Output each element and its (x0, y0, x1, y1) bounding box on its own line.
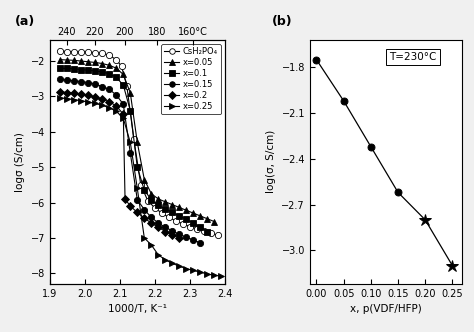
Text: (b): (b) (272, 15, 292, 29)
Text: T=230°C: T=230°C (389, 52, 437, 62)
Y-axis label: log(σ, S/cm): log(σ, S/cm) (266, 130, 276, 194)
Legend: CsH₂PO₄, x=0.05, x=0.1, x=0.15, x=0.2, x=0.25: CsH₂PO₄, x=0.05, x=0.1, x=0.15, x=0.2, x… (161, 44, 221, 114)
X-axis label: x, p(VDF/HFP): x, p(VDF/HFP) (350, 304, 422, 314)
Y-axis label: logσ (S/cm): logσ (S/cm) (15, 132, 25, 192)
Text: (a): (a) (15, 15, 35, 29)
X-axis label: 1000/T, K⁻¹: 1000/T, K⁻¹ (108, 304, 167, 314)
